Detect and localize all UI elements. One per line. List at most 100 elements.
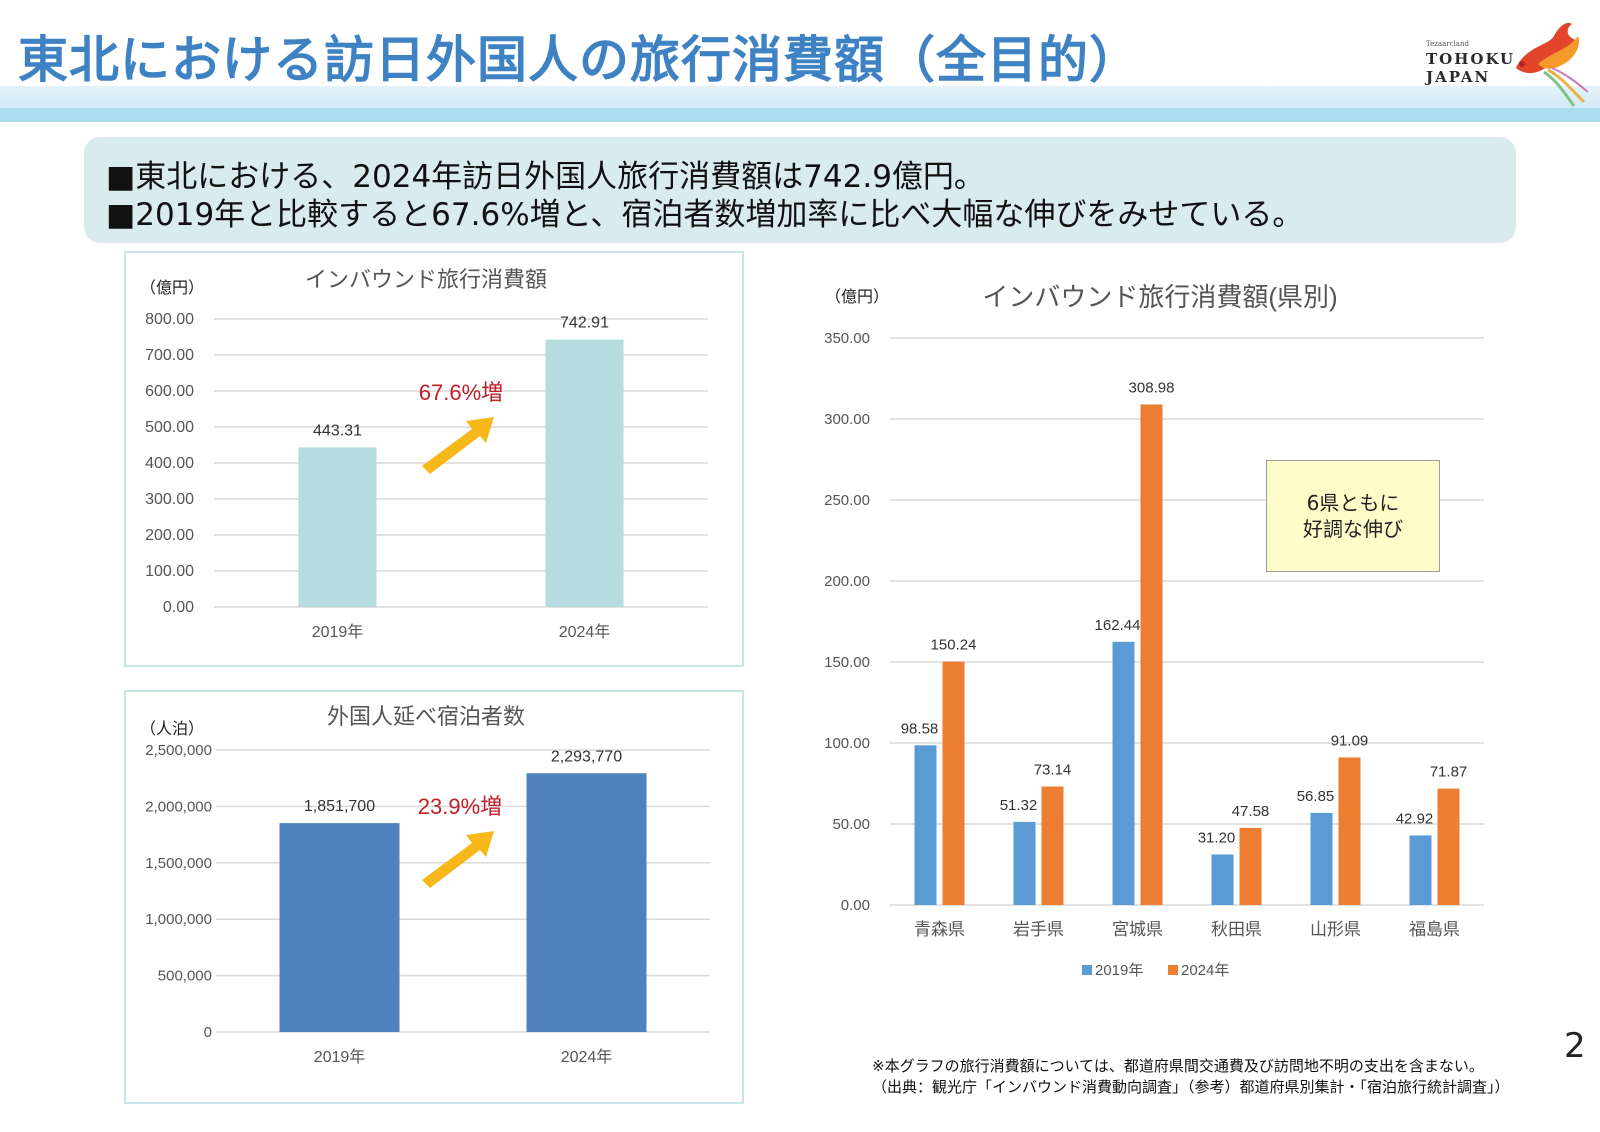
chart-legend: 2019年 2024年 bbox=[1082, 962, 1229, 979]
growth-arrow-icon bbox=[422, 417, 494, 474]
legend-swatch bbox=[1082, 965, 1092, 975]
data-label: 742.91 bbox=[560, 315, 609, 332]
y-tick-label: 300.00 bbox=[824, 411, 870, 428]
bar-1 bbox=[545, 339, 624, 607]
bar-1 bbox=[526, 773, 647, 1032]
chart-inbound-spending: インバウンド旅行消費額 （億円） 443.31 742.91 0.00 100.00… bbox=[140, 267, 708, 641]
x-category-label: 宮城県 bbox=[1112, 920, 1163, 939]
x-category-label: 2019年 bbox=[314, 1048, 366, 1066]
bar-2024-5 bbox=[1437, 788, 1460, 905]
y-tick-label: 350.00 bbox=[824, 330, 870, 347]
y-tick-label: 2,000,000 bbox=[145, 798, 212, 815]
bar-2019-0 bbox=[914, 745, 937, 905]
y-tick-label: 1,000,000 bbox=[145, 911, 212, 928]
x-category-label: 2019年 bbox=[312, 623, 364, 641]
chart-spending-by-prefecture: （億円） インバウンド旅行消費額(県別) 98.58 150.24 51.32 73.… bbox=[824, 282, 1484, 979]
data-label: 71.87 bbox=[1430, 764, 1468, 781]
bar-2024-0 bbox=[942, 661, 965, 905]
y-tick-label: 1,500,000 bbox=[145, 855, 212, 872]
page-title: 東北における訪日外国人の旅行消費額（全目的） bbox=[18, 31, 1140, 89]
chart-guest-nights: 外国人延べ宿泊者数 （人泊） 1,851,700 2,293,770 0 500,0… bbox=[140, 704, 710, 1066]
y-tick-label: 200.00 bbox=[145, 527, 194, 544]
y-axis-unit-label: （億円） bbox=[140, 279, 204, 297]
logo-text-tohoku: TOHOKU bbox=[1426, 50, 1516, 68]
chart-panel-guest-nights: 外国人延べ宿泊者数 （人泊） 1,851,700 2,293,770 0 500,0… bbox=[124, 690, 744, 1104]
y-tick-label: 0.00 bbox=[163, 599, 194, 616]
y-axis-unit-label: （人泊） bbox=[140, 720, 204, 738]
bar-2019-2 bbox=[1112, 641, 1135, 905]
bar-2019-1 bbox=[1013, 821, 1036, 905]
y-tick-label: 200.00 bbox=[824, 573, 870, 590]
data-label: 2,293,770 bbox=[551, 748, 622, 765]
y-tick-label: 0.00 bbox=[841, 897, 870, 914]
callout-box: 6県ともに 好調な伸び bbox=[1266, 460, 1440, 572]
y-tick-label: 800.00 bbox=[145, 311, 194, 328]
data-label: 73.14 bbox=[1034, 762, 1072, 779]
bar-2019-3 bbox=[1211, 854, 1234, 905]
y-tick-label: 2,500,000 bbox=[145, 742, 212, 759]
bar-2024-4 bbox=[1338, 757, 1361, 905]
y-tick-label: 250.00 bbox=[824, 492, 870, 509]
summary-line-growth: ■2019年と比較すると67.6%増と、宿泊者数増加率に比べ大幅な伸びをみせてい… bbox=[106, 197, 1304, 233]
data-label: 150.24 bbox=[931, 637, 977, 654]
x-category-label: 2024年 bbox=[561, 1048, 613, 1066]
data-label: 443.31 bbox=[313, 422, 362, 439]
footnote-exclusion: ※本グラフの旅行消費額については、都道府県間交通費及び訪問地不明の支出を含まない… bbox=[872, 1057, 1484, 1075]
header-band bbox=[0, 86, 1600, 108]
growth-arrow-icon bbox=[422, 831, 494, 888]
y-tick-label: 0 bbox=[204, 1024, 212, 1041]
chart-title: インバウンド旅行消費額(県別) bbox=[982, 282, 1337, 312]
x-category-label: 山形県 bbox=[1310, 920, 1361, 939]
summary-box: ■東北における、2024年訪日外国人旅行消費額は742.9億円。 ■2019年と… bbox=[84, 137, 1516, 243]
logo-text-japan: JAPAN bbox=[1426, 68, 1491, 86]
callout-line-2: 好調な伸び bbox=[1303, 517, 1403, 541]
data-label: 47.58 bbox=[1232, 803, 1270, 820]
y-axis-unit-label: （億円） bbox=[825, 288, 889, 306]
chart-panel-inbound-spending: インバウンド旅行消費額 （億円） 443.31 742.91 0.00 100.00… bbox=[124, 251, 744, 667]
chart-title: インバウンド旅行消費額 bbox=[305, 267, 547, 292]
data-label: 51.32 bbox=[1000, 797, 1038, 814]
phoenix-logo-icon bbox=[1516, 22, 1588, 107]
bar-2019-4 bbox=[1310, 812, 1333, 905]
bar-0 bbox=[298, 447, 377, 607]
legend-label: 2019年 bbox=[1095, 962, 1143, 979]
summary-line-spending: ■東北における、2024年訪日外国人旅行消費額は742.9億円。 bbox=[106, 159, 985, 195]
bar-2019-5 bbox=[1409, 835, 1432, 905]
data-label: 98.58 bbox=[901, 720, 939, 737]
y-tick-label: 300.00 bbox=[145, 491, 194, 508]
tohoku-japan-logo: Tezaarcland TOHOKU JAPAN bbox=[1420, 14, 1590, 110]
bar-0 bbox=[279, 823, 400, 1032]
y-tick-label: 50.00 bbox=[832, 816, 870, 833]
y-tick-label: 100.00 bbox=[145, 563, 194, 580]
data-label: 56.85 bbox=[1297, 788, 1335, 805]
page-number: 2 bbox=[1564, 1026, 1586, 1066]
growth-annotation: 23.9%増 bbox=[418, 794, 502, 819]
data-label: 42.92 bbox=[1396, 810, 1434, 827]
legend-swatch bbox=[1168, 965, 1178, 975]
x-category-label: 2024年 bbox=[559, 623, 611, 641]
y-tick-label: 400.00 bbox=[145, 455, 194, 472]
data-label: 308.98 bbox=[1129, 379, 1175, 396]
x-category-label: 福島県 bbox=[1409, 920, 1460, 939]
y-tick-label: 600.00 bbox=[145, 383, 194, 400]
logo-tagline: Tezaarcland bbox=[1426, 40, 1469, 48]
growth-annotation: 67.6%増 bbox=[419, 380, 503, 405]
bar-2024-3 bbox=[1239, 827, 1262, 905]
y-tick-label: 500.00 bbox=[145, 419, 194, 436]
y-tick-label: 500,000 bbox=[158, 968, 212, 985]
y-tick-label: 150.00 bbox=[824, 654, 870, 671]
data-label: 162.44 bbox=[1095, 617, 1141, 634]
chart-title: 外国人延べ宿泊者数 bbox=[327, 704, 525, 729]
footnote-source: （出典：観光庁「インバウンド消費動向調査」（参考）都道府県別集計・「宿泊旅行統計… bbox=[872, 1078, 1510, 1096]
x-category-label: 秋田県 bbox=[1211, 920, 1262, 939]
y-tick-label: 100.00 bbox=[824, 735, 870, 752]
bar-2024-2 bbox=[1140, 404, 1163, 905]
bar-2024-1 bbox=[1041, 786, 1064, 905]
data-label: 91.09 bbox=[1331, 732, 1369, 749]
data-label: 1,851,700 bbox=[304, 798, 375, 815]
x-category-label: 青森県 bbox=[914, 920, 965, 939]
x-category-label: 岩手県 bbox=[1013, 920, 1064, 939]
legend-label: 2024年 bbox=[1181, 962, 1229, 979]
y-tick-label: 700.00 bbox=[145, 347, 194, 364]
callout-line-1: 6県ともに bbox=[1306, 491, 1400, 515]
